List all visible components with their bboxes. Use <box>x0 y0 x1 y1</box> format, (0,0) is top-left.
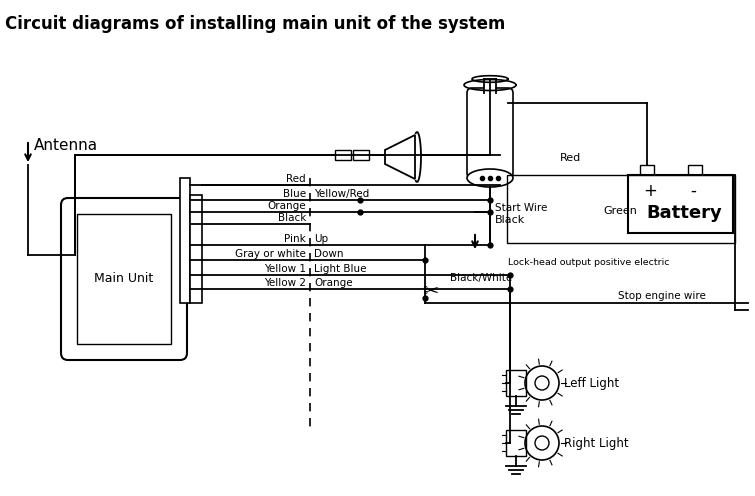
Text: Stop engine wire: Stop engine wire <box>618 291 706 301</box>
Text: Right Light: Right Light <box>564 436 629 449</box>
Text: Yellow 1: Yellow 1 <box>264 264 306 274</box>
FancyBboxPatch shape <box>467 88 513 178</box>
Bar <box>180 178 190 303</box>
Bar <box>628 175 733 233</box>
FancyBboxPatch shape <box>61 198 187 360</box>
Ellipse shape <box>467 169 513 187</box>
Bar <box>506 370 526 396</box>
Bar <box>506 430 526 456</box>
Text: Down: Down <box>314 249 344 259</box>
Text: ✂: ✂ <box>422 283 438 302</box>
Text: Circuit diagrams of installing main unit of the system: Circuit diagrams of installing main unit… <box>5 15 505 33</box>
Text: Antenna: Antenna <box>34 138 98 153</box>
Text: +: + <box>643 182 657 200</box>
Text: Up: Up <box>314 234 328 244</box>
Text: Orange: Orange <box>267 201 306 211</box>
Text: Red: Red <box>560 153 581 163</box>
Bar <box>484 79 496 93</box>
Text: Black: Black <box>278 213 306 223</box>
Text: Light Blue: Light Blue <box>314 264 366 274</box>
Text: Blue: Blue <box>283 189 306 199</box>
Bar <box>640 165 654 175</box>
Bar <box>190 195 202 303</box>
Text: Black/White: Black/White <box>450 273 512 283</box>
Text: -: - <box>690 182 696 200</box>
Text: Orange: Orange <box>314 278 353 288</box>
Text: Pink: Pink <box>284 234 306 244</box>
Bar <box>688 165 702 175</box>
Bar <box>77 214 171 344</box>
Text: Start Wire: Start Wire <box>495 203 547 213</box>
Text: Gray or white: Gray or white <box>235 249 306 259</box>
Text: Red: Red <box>286 174 306 184</box>
Text: Black: Black <box>495 215 525 225</box>
Text: Main Unit: Main Unit <box>94 272 153 286</box>
Bar <box>335 150 351 160</box>
Text: Yellow/Red: Yellow/Red <box>314 189 369 199</box>
Text: Lock-head output positive electric: Lock-head output positive electric <box>508 258 670 267</box>
Bar <box>353 150 369 160</box>
Text: Leff Light: Leff Light <box>564 376 619 389</box>
Text: Yellow 2: Yellow 2 <box>264 278 306 288</box>
Text: Battery: Battery <box>646 204 722 222</box>
Bar <box>507 175 735 243</box>
Text: Green: Green <box>603 206 637 216</box>
